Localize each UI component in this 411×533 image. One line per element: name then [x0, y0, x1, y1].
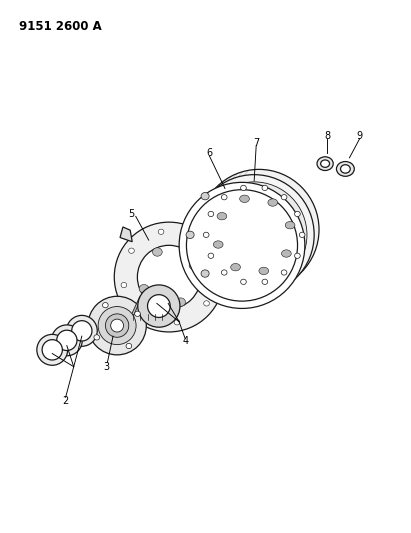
Ellipse shape: [212, 193, 296, 277]
Ellipse shape: [208, 211, 214, 216]
Ellipse shape: [240, 195, 249, 203]
Ellipse shape: [126, 343, 132, 349]
Ellipse shape: [240, 185, 246, 190]
Ellipse shape: [239, 220, 269, 250]
Text: 3: 3: [103, 362, 109, 372]
Ellipse shape: [217, 213, 227, 220]
Ellipse shape: [223, 204, 285, 266]
Ellipse shape: [51, 325, 82, 356]
Ellipse shape: [111, 319, 124, 332]
Ellipse shape: [148, 295, 170, 318]
Ellipse shape: [281, 195, 287, 200]
Ellipse shape: [129, 248, 134, 253]
Ellipse shape: [299, 232, 305, 238]
Ellipse shape: [337, 161, 354, 176]
Ellipse shape: [67, 316, 97, 346]
Ellipse shape: [231, 212, 277, 258]
Ellipse shape: [186, 231, 194, 239]
Text: 5: 5: [129, 209, 135, 219]
Text: 9: 9: [356, 131, 363, 141]
Ellipse shape: [138, 285, 180, 327]
Ellipse shape: [295, 211, 300, 216]
Ellipse shape: [222, 270, 227, 275]
Ellipse shape: [246, 227, 263, 243]
Ellipse shape: [140, 312, 145, 317]
Ellipse shape: [340, 165, 350, 173]
Ellipse shape: [213, 241, 223, 248]
Text: 9151 2600 A: 9151 2600 A: [19, 20, 102, 33]
Ellipse shape: [199, 169, 319, 290]
Ellipse shape: [321, 160, 330, 167]
Polygon shape: [132, 296, 140, 320]
Text: 8: 8: [324, 131, 330, 141]
Ellipse shape: [204, 301, 209, 306]
Ellipse shape: [317, 157, 333, 171]
Ellipse shape: [102, 303, 108, 308]
Ellipse shape: [231, 263, 240, 271]
Ellipse shape: [211, 266, 217, 272]
Ellipse shape: [281, 270, 287, 275]
Ellipse shape: [174, 320, 180, 325]
Ellipse shape: [121, 282, 127, 288]
Ellipse shape: [240, 279, 246, 285]
Text: 2: 2: [62, 396, 69, 406]
Ellipse shape: [222, 195, 227, 200]
Ellipse shape: [176, 298, 185, 306]
Ellipse shape: [42, 340, 62, 360]
Ellipse shape: [285, 222, 295, 229]
Ellipse shape: [208, 253, 214, 259]
Ellipse shape: [268, 199, 277, 206]
Ellipse shape: [189, 261, 199, 270]
Ellipse shape: [88, 296, 146, 355]
Text: 7: 7: [253, 138, 259, 148]
Ellipse shape: [194, 175, 314, 295]
Ellipse shape: [158, 229, 164, 235]
Ellipse shape: [201, 192, 209, 200]
Ellipse shape: [57, 330, 77, 351]
Ellipse shape: [179, 182, 305, 309]
Text: 4: 4: [182, 336, 188, 346]
Polygon shape: [120, 227, 132, 242]
Ellipse shape: [37, 334, 68, 365]
Ellipse shape: [139, 285, 149, 293]
Ellipse shape: [187, 190, 298, 301]
Ellipse shape: [94, 335, 99, 340]
Ellipse shape: [192, 237, 198, 242]
Ellipse shape: [259, 267, 269, 274]
Ellipse shape: [282, 250, 291, 257]
Ellipse shape: [262, 185, 268, 190]
Ellipse shape: [114, 222, 224, 332]
Ellipse shape: [106, 314, 129, 337]
Ellipse shape: [203, 232, 209, 238]
Ellipse shape: [262, 279, 268, 285]
Ellipse shape: [98, 306, 136, 345]
Ellipse shape: [295, 253, 300, 259]
Ellipse shape: [152, 248, 162, 256]
Ellipse shape: [201, 182, 307, 288]
Ellipse shape: [137, 245, 201, 309]
Ellipse shape: [72, 321, 92, 341]
Ellipse shape: [135, 311, 140, 317]
Ellipse shape: [201, 270, 209, 277]
Text: 6: 6: [206, 148, 212, 158]
